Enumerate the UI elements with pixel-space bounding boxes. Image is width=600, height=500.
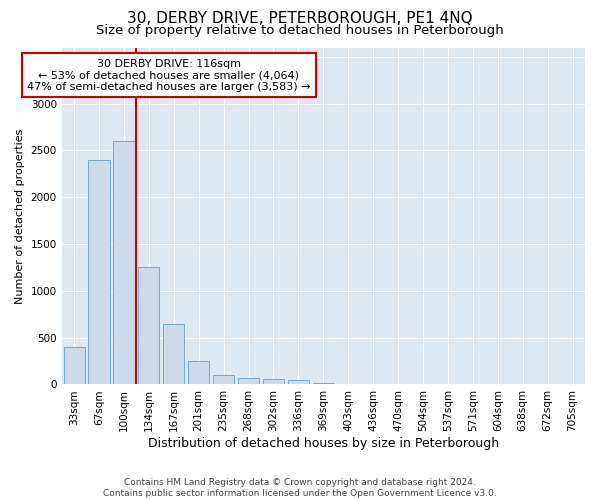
Text: 30, DERBY DRIVE, PETERBOROUGH, PE1 4NQ: 30, DERBY DRIVE, PETERBOROUGH, PE1 4NQ xyxy=(127,11,473,26)
Bar xyxy=(213,375,234,384)
Bar xyxy=(88,160,110,384)
X-axis label: Distribution of detached houses by size in Peterborough: Distribution of detached houses by size … xyxy=(148,437,499,450)
Text: 30 DERBY DRIVE: 116sqm
← 53% of detached houses are smaller (4,064)
47% of semi-: 30 DERBY DRIVE: 116sqm ← 53% of detached… xyxy=(27,58,311,92)
Bar xyxy=(238,378,259,384)
Bar xyxy=(263,379,284,384)
Bar xyxy=(313,382,334,384)
Text: Size of property relative to detached houses in Peterborough: Size of property relative to detached ho… xyxy=(96,24,504,37)
Bar xyxy=(163,324,184,384)
Y-axis label: Number of detached properties: Number of detached properties xyxy=(15,128,25,304)
Text: Contains HM Land Registry data © Crown copyright and database right 2024.
Contai: Contains HM Land Registry data © Crown c… xyxy=(103,478,497,498)
Bar xyxy=(64,347,85,385)
Bar xyxy=(113,141,134,384)
Bar xyxy=(188,361,209,384)
Bar xyxy=(288,380,309,384)
Bar xyxy=(138,268,160,384)
